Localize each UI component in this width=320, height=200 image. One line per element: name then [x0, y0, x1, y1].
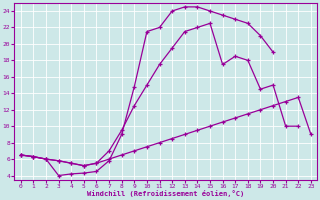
X-axis label: Windchill (Refroidissement éolien,°C): Windchill (Refroidissement éolien,°C) — [87, 190, 244, 197]
